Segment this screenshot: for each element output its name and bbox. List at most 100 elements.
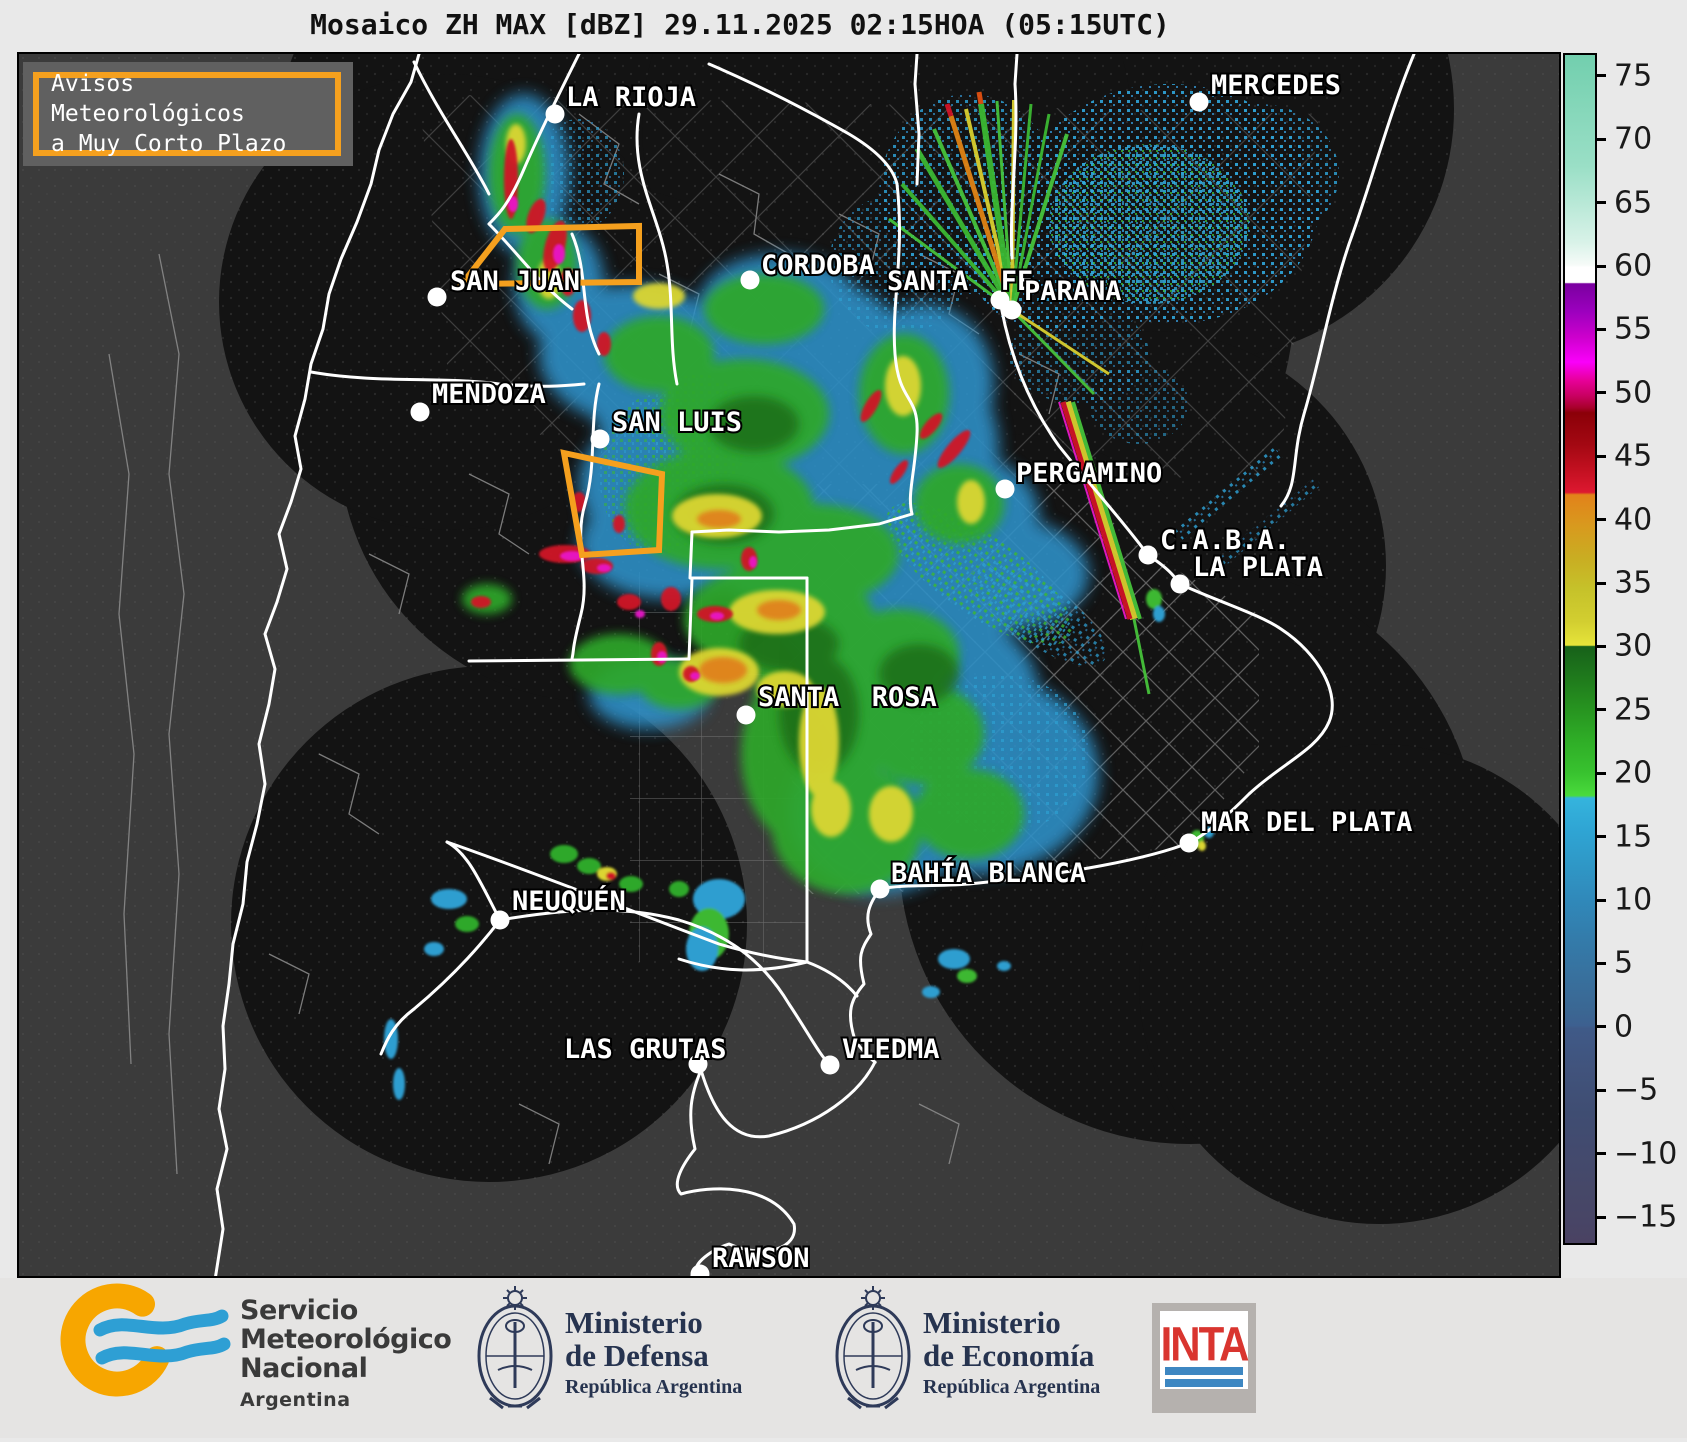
defensa-title1: Ministerio — [565, 1305, 703, 1340]
city-label-neuqu-n: NEUQUÉN — [512, 885, 626, 917]
colorbar-tick-label: 45 — [1614, 438, 1653, 474]
city-dot-la-plata — [1170, 574, 1190, 594]
city-dot-san-juan — [427, 287, 447, 307]
colorbar-tick — [1597, 391, 1606, 395]
city-dot-la-rioja — [545, 104, 565, 124]
city-label-las-grutas: LAS GRUTAS — [564, 1034, 727, 1065]
radar-echoes — [384, 84, 1339, 1100]
colorbar-tick-label: 75 — [1614, 58, 1653, 94]
warning-notice-line1: Avisos Meteorológicos — [51, 71, 245, 127]
colorbar-tick — [1597, 137, 1606, 141]
colorbar-tick — [1597, 264, 1606, 268]
ministerio-defensa-logo: Ministerio de Defensa República Argentin… — [470, 1278, 830, 1438]
colorbar-tick — [1597, 327, 1606, 331]
city-label-san-luis: SAN LUIS — [612, 407, 742, 438]
city-label-santa-rosa: SANTA ROSA — [758, 682, 937, 713]
city-dot-viedma — [820, 1055, 840, 1075]
colorbar-tick — [1597, 1215, 1606, 1219]
city-dot-bah-a-blanca — [870, 879, 890, 899]
economia-title2: de Economía — [923, 1338, 1095, 1373]
inta-wordmark: INTA — [1160, 1317, 1250, 1372]
colorbar-tick — [1597, 961, 1606, 965]
colorbar-tick — [1597, 1088, 1606, 1092]
city-dot-neuqu-n — [490, 910, 510, 930]
dbz-colorbar — [1563, 53, 1597, 1245]
economia-subtitle: República Argentina — [923, 1376, 1101, 1398]
smn-line2: Meteorológico — [240, 1324, 452, 1355]
defensa-title2: de Defensa — [565, 1338, 709, 1373]
footer-logos-bar: Servicio Meteorológico Nacional Argentin… — [0, 1278, 1687, 1438]
colorbar-tick-label: 65 — [1614, 185, 1653, 221]
city-label-cordoba: CORDOBA — [761, 250, 875, 281]
city-label-san-juan: SAN JUAN — [450, 266, 580, 297]
city-label-santa-fe: SANTA FE — [887, 266, 1033, 297]
inta-bar — [1165, 1379, 1243, 1387]
province-borders — [214, 54, 1416, 1276]
smn-line4: Argentina — [240, 1389, 351, 1411]
warning-notice-border: Avisos Meteorológicos a Muy Corto Plazo — [33, 71, 341, 157]
coat-of-arms-icon — [477, 1286, 553, 1410]
smn-line1: Servicio — [240, 1295, 358, 1326]
colorbar-tick — [1597, 835, 1606, 839]
city-dot-rawson — [690, 1264, 710, 1276]
colorbar-tick-label: 15 — [1614, 819, 1653, 855]
radar-map: LA RIOJA MERCEDES SAN JUAN CORDOBA SANTA FE P… — [17, 52, 1561, 1278]
city-label-mar-del-plata: MAR DEL PLATA — [1201, 807, 1412, 838]
warning-polygon-san-luis — [560, 449, 666, 559]
smn-logo: Servicio Meteorológico Nacional Argentin… — [60, 1278, 452, 1438]
city-dot-cordoba — [740, 270, 760, 290]
warning-polygon-san-juan — [455, 222, 642, 288]
warning-polygons — [455, 222, 666, 559]
colorbar-tick-label: 35 — [1614, 565, 1653, 601]
city-dot-mercedes — [1189, 92, 1209, 112]
colorbar-tick — [1597, 898, 1606, 902]
smn-wave-icon — [95, 1337, 231, 1365]
colorbar-tick — [1597, 644, 1606, 648]
colorbar-tick — [1597, 708, 1606, 712]
ministerio-defensa-text: Ministerio de Defensa República Argentin… — [565, 1306, 742, 1399]
coat-of-arms-icon — [835, 1286, 911, 1410]
inta-logo: INTA — [1152, 1303, 1256, 1413]
colorbar-tick-label: −15 — [1614, 1199, 1678, 1235]
city-dot-santa-rosa — [736, 705, 756, 725]
city-label-rawson: RAWSON — [712, 1243, 810, 1274]
city-dot-mendoza — [410, 402, 430, 422]
ministerio-economia-logo: Ministerio de Economía República Argenti… — [828, 1278, 1188, 1438]
warning-notice-line2: a Muy Corto Plazo — [51, 131, 287, 157]
colorbar-tick-label: −5 — [1614, 1072, 1659, 1108]
colorbar-tick — [1597, 581, 1606, 585]
colorbar-tick-label: 10 — [1614, 882, 1653, 918]
city-label-bah-a-blanca: BAHÍA BLANCA — [891, 857, 1086, 889]
city-label-la-rioja: LA RIOJA — [566, 82, 696, 113]
city-label-parana: PARANA — [1024, 276, 1122, 307]
colorbar-tick-label: 20 — [1614, 755, 1653, 791]
colorbar-tick-label: 70 — [1614, 121, 1653, 157]
city-dot-pergamino — [995, 479, 1015, 499]
ministerio-economia-text: Ministerio de Economía República Argenti… — [923, 1306, 1100, 1399]
colorbar-tick-label: 50 — [1614, 375, 1653, 411]
city-dot-san-luis — [590, 429, 610, 449]
inta-logo-frame: INTA — [1160, 1311, 1250, 1389]
smn-logo-mark — [60, 1283, 231, 1397]
city-label-viedma: VIEDMA — [842, 1034, 940, 1065]
smn-wordmark: Servicio Meteorológico Nacional Argentin… — [240, 1295, 452, 1415]
city-dot-c-a-b-a — [1138, 545, 1158, 565]
colorbar-tick-label: 55 — [1614, 311, 1653, 347]
city-label-mendoza: MENDOZA — [432, 379, 546, 410]
radar-spokes — [888, 91, 1151, 695]
colorbar-tick — [1597, 1152, 1606, 1156]
colorbar-tick — [1597, 454, 1606, 458]
colorbar-tick — [1597, 1025, 1606, 1029]
inta-bar — [1165, 1367, 1243, 1375]
smn-line3: Nacional — [240, 1353, 368, 1384]
warning-notice-box: Avisos Meteorológicos a Muy Corto Plazo — [23, 62, 353, 166]
colorbar-tick-label: 0 — [1614, 1009, 1634, 1045]
colorbar-tick — [1597, 201, 1606, 205]
colorbar-tick — [1597, 518, 1606, 522]
city-label-c-a-b-a: C.A.B.A. — [1160, 525, 1290, 556]
colorbar-tick-label: 25 — [1614, 692, 1653, 728]
city-dot-las-grutas — [688, 1054, 708, 1074]
